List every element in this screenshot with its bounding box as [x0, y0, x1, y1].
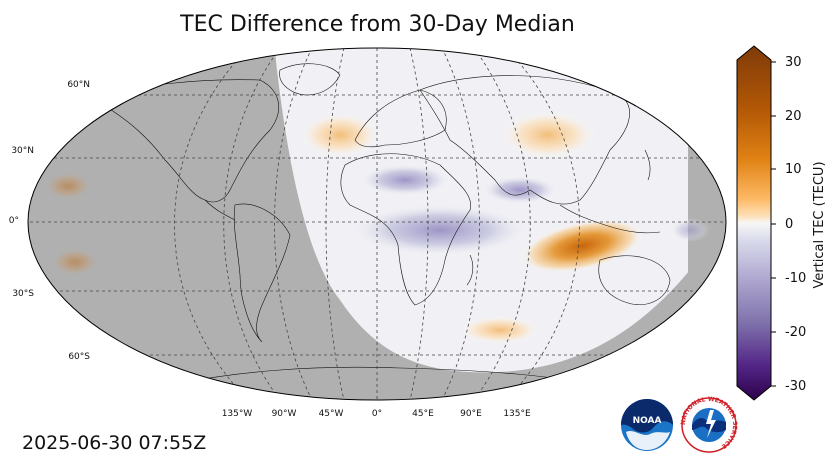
lon-label-45w: 45°W [318, 409, 344, 419]
noaa-logo: NOAA [621, 399, 673, 451]
anomaly-negative-africa [350, 204, 530, 256]
meridian-135w [223, 48, 281, 400]
colorbar-body [736, 45, 772, 401]
anomaly-positive-asia [500, 111, 596, 159]
lat-label-60s: 60°S [68, 352, 90, 362]
meridian-90e [441, 48, 480, 400]
colorbar-tick-30: 30 [785, 55, 802, 70]
greenland-outline [279, 63, 341, 96]
meridian-45w [325, 48, 345, 400]
nws-logo: NATIONAL WEATHER SERVICE [680, 396, 738, 453]
colorbar-tick-20: 20 [785, 109, 802, 124]
colorbar-tick-10: 10 [785, 162, 802, 177]
lon-label-45e: 45°E [412, 409, 434, 419]
anomaly-night-south-pacific [51, 248, 99, 276]
colorbar-tick-neg20: -20 [785, 325, 807, 340]
chart-title: TEC Difference from 30-Day Median [180, 12, 575, 37]
central-america-outline [204, 199, 236, 221]
colorbar-tick-neg10: -10 [785, 271, 807, 286]
africa-outline [340, 153, 472, 306]
meridian-180e [505, 48, 580, 400]
lat-label-30n: 30°N [11, 146, 34, 156]
globe-border [27, 47, 727, 401]
colorbar-tick-0: 0 [785, 217, 794, 232]
asia-outline [419, 75, 630, 205]
south-america-outline [233, 203, 291, 343]
noaa-logo-text: NOAA [633, 416, 662, 426]
anomaly-negative-india [482, 176, 558, 204]
lat-label-60n: 60°N [67, 80, 90, 90]
meridian-180w [174, 48, 249, 400]
madagascar-outline [466, 254, 474, 286]
north-america-outline [94, 79, 279, 203]
anomaly-positive-atlantic [300, 113, 380, 157]
anomaly-night-west-pacific [670, 218, 710, 242]
australia-outline [598, 255, 671, 306]
timestamp: 2025-06-30 07:55Z [22, 432, 207, 454]
lat-label-0: 0° [8, 216, 19, 226]
southeast-asia-outline [559, 204, 661, 234]
colorbar-tick-neg30: -30 [785, 379, 807, 394]
lon-label-135e: 135°E [503, 409, 531, 419]
lon-label-0: 0° [371, 409, 383, 419]
meridian-135e [473, 48, 531, 400]
colorbar [736, 45, 776, 401]
anomaly-negative-sahara [360, 164, 450, 196]
anomaly-positive-south-indian [460, 316, 540, 344]
colorbar-label: Vertical TEC (TECU) [812, 161, 827, 289]
meridian-90w [274, 48, 313, 400]
meridian-45e [409, 48, 429, 400]
lon-label-90w: 90°W [271, 409, 297, 419]
lon-label-135w: 135°W [221, 409, 253, 419]
japan-outline [644, 149, 651, 181]
anomaly-positive-asia-pacific [521, 219, 643, 273]
lon-label-90e: 90°E [460, 409, 482, 419]
lat-label-30s: 30°S [12, 289, 34, 299]
anomaly-night-north-pacific [44, 172, 92, 200]
colorbar-ticks [771, 61, 776, 387]
